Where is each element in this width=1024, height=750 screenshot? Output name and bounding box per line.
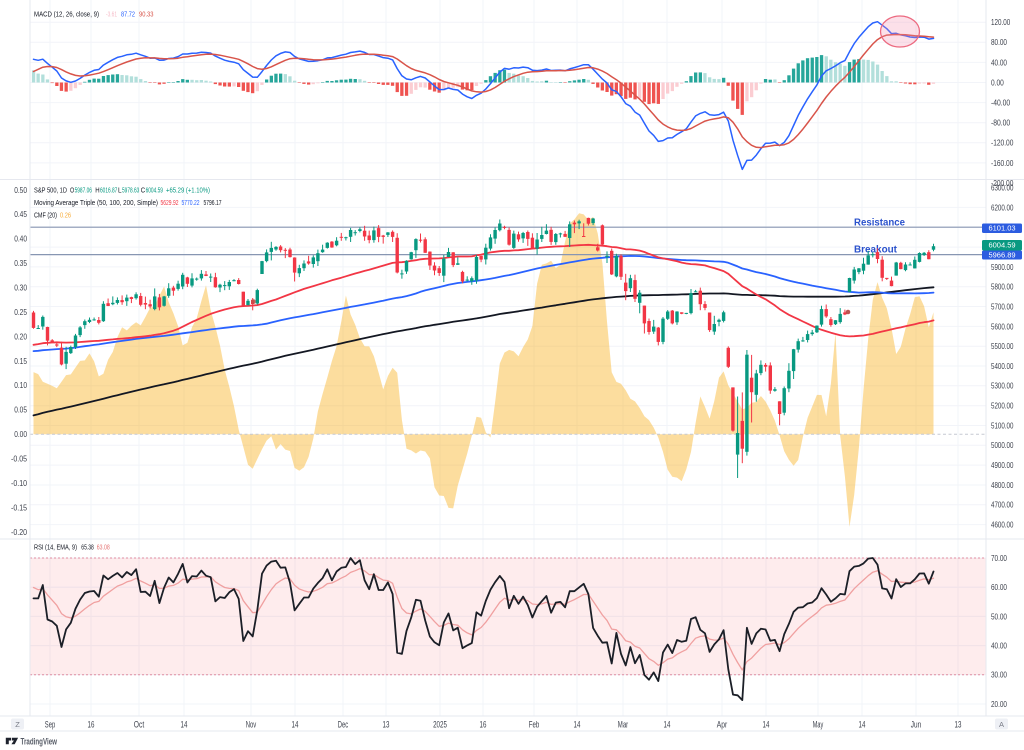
svg-text:5770.22: 5770.22 bbox=[182, 198, 200, 207]
svg-text:5700.00: 5700.00 bbox=[991, 302, 1014, 311]
svg-text:120.00: 120.00 bbox=[991, 18, 1011, 27]
svg-text:13: 13 bbox=[383, 720, 390, 731]
svg-text:40.00: 40.00 bbox=[991, 642, 1007, 651]
svg-text:0.20: 0.20 bbox=[14, 332, 27, 341]
svg-text:-120.00: -120.00 bbox=[991, 139, 1014, 148]
svg-text:0.26: 0.26 bbox=[60, 211, 71, 220]
svg-text:14: 14 bbox=[574, 720, 581, 731]
svg-text:5400.00: 5400.00 bbox=[991, 362, 1014, 371]
svg-text:90.33: 90.33 bbox=[139, 10, 154, 19]
svg-text:16: 16 bbox=[480, 720, 487, 731]
svg-text:0.50: 0.50 bbox=[14, 186, 27, 195]
svg-text:Apr: Apr bbox=[717, 720, 727, 731]
svg-text:60.00: 60.00 bbox=[991, 583, 1007, 592]
svg-text:-200.00: -200.00 bbox=[991, 179, 1014, 188]
svg-text:May: May bbox=[813, 720, 824, 731]
svg-text:5800.00: 5800.00 bbox=[991, 283, 1014, 292]
svg-text:80.00: 80.00 bbox=[991, 38, 1007, 47]
svg-text:0.40: 0.40 bbox=[14, 235, 27, 244]
svg-text:6016.87: 6016.87 bbox=[100, 186, 117, 195]
svg-text:16: 16 bbox=[88, 720, 95, 731]
svg-text:RSI (14, EMA, 9): RSI (14, EMA, 9) bbox=[34, 543, 77, 552]
svg-text:6004.59: 6004.59 bbox=[988, 241, 1015, 250]
svg-text:Dec: Dec bbox=[338, 720, 349, 731]
svg-text:6004.59: 6004.59 bbox=[146, 186, 163, 195]
svg-text:5629.92: 5629.92 bbox=[161, 198, 179, 207]
svg-text:0.10: 0.10 bbox=[14, 381, 27, 390]
svg-text:0.35: 0.35 bbox=[14, 259, 27, 268]
svg-text:Mar: Mar bbox=[618, 720, 628, 731]
svg-text:S&P 500, 1D: S&P 500, 1D bbox=[34, 186, 67, 195]
svg-text:-0.15: -0.15 bbox=[11, 503, 27, 512]
svg-text:87.72: 87.72 bbox=[121, 10, 135, 19]
svg-text:30.00: 30.00 bbox=[991, 671, 1007, 680]
svg-text:6300.00: 6300.00 bbox=[991, 184, 1014, 193]
svg-text:-0.10: -0.10 bbox=[11, 479, 27, 488]
svg-text:13: 13 bbox=[955, 720, 962, 731]
svg-text:0.05: 0.05 bbox=[14, 406, 27, 415]
svg-text:20.00: 20.00 bbox=[991, 700, 1007, 709]
svg-text:6200.00: 6200.00 bbox=[991, 203, 1014, 212]
svg-text:14: 14 bbox=[292, 720, 299, 731]
svg-text:0.00: 0.00 bbox=[991, 78, 1004, 87]
svg-text:0.15: 0.15 bbox=[14, 357, 27, 366]
svg-text:5987.06: 5987.06 bbox=[75, 186, 92, 195]
svg-text:0.00: 0.00 bbox=[14, 430, 27, 439]
svg-text:5600.00: 5600.00 bbox=[991, 322, 1014, 331]
svg-text:5200.00: 5200.00 bbox=[991, 402, 1014, 411]
svg-text:40.00: 40.00 bbox=[991, 58, 1007, 67]
svg-text:4600.00: 4600.00 bbox=[991, 521, 1014, 530]
svg-text:6101.03: 6101.03 bbox=[988, 224, 1015, 233]
svg-text:Nov: Nov bbox=[246, 720, 257, 731]
svg-text:Z: Z bbox=[15, 720, 20, 729]
svg-text:-0.05: -0.05 bbox=[11, 455, 27, 464]
svg-text:4800.00: 4800.00 bbox=[991, 481, 1014, 490]
svg-text:65.38: 65.38 bbox=[81, 543, 94, 552]
svg-text:5900.00: 5900.00 bbox=[991, 263, 1014, 272]
svg-text:70.00: 70.00 bbox=[991, 554, 1007, 563]
svg-text:5300.00: 5300.00 bbox=[991, 382, 1014, 391]
svg-text:L: L bbox=[118, 186, 122, 195]
svg-text:5796.17: 5796.17 bbox=[204, 198, 222, 207]
svg-text:-80.00: -80.00 bbox=[991, 119, 1011, 128]
svg-text:+65.29 (+1.10%): +65.29 (+1.10%) bbox=[166, 186, 210, 195]
svg-text:5100.00: 5100.00 bbox=[991, 421, 1014, 430]
svg-text:H: H bbox=[95, 186, 99, 195]
svg-text:5500.00: 5500.00 bbox=[991, 342, 1014, 351]
svg-text:Feb: Feb bbox=[529, 720, 539, 731]
svg-text:63.08: 63.08 bbox=[97, 543, 110, 552]
svg-text:-40.00: -40.00 bbox=[991, 99, 1011, 108]
svg-text:Moving Average Triple (50, 100: Moving Average Triple (50, 100, 200, Sim… bbox=[34, 198, 158, 207]
svg-text:5966.89: 5966.89 bbox=[988, 251, 1015, 260]
svg-text:14: 14 bbox=[763, 720, 770, 731]
svg-text:0.25: 0.25 bbox=[14, 308, 27, 317]
svg-text:Resistance: Resistance bbox=[854, 218, 905, 229]
svg-text:4700.00: 4700.00 bbox=[991, 501, 1014, 510]
svg-text:CMF (20): CMF (20) bbox=[34, 211, 57, 220]
svg-text:14: 14 bbox=[859, 720, 866, 731]
svg-text:Sep: Sep bbox=[45, 720, 55, 731]
svg-text:A: A bbox=[999, 720, 1004, 729]
svg-text:C: C bbox=[141, 186, 146, 195]
svg-text:Oct: Oct bbox=[134, 720, 145, 731]
svg-text:-3.61: -3.61 bbox=[106, 10, 117, 19]
svg-text:-0.20: -0.20 bbox=[11, 528, 27, 537]
svg-text:4900.00: 4900.00 bbox=[991, 461, 1014, 470]
svg-text:Jun: Jun bbox=[911, 720, 921, 731]
svg-text:50.00: 50.00 bbox=[991, 612, 1007, 621]
svg-text:14: 14 bbox=[181, 720, 188, 731]
svg-text:O: O bbox=[70, 186, 74, 195]
svg-text:0.30: 0.30 bbox=[14, 284, 27, 293]
svg-text:14: 14 bbox=[664, 720, 671, 731]
svg-text:5000.00: 5000.00 bbox=[991, 441, 1014, 450]
svg-text:5978.63: 5978.63 bbox=[122, 186, 139, 195]
svg-text:0.45: 0.45 bbox=[14, 210, 27, 219]
svg-text:Breakout: Breakout bbox=[854, 245, 898, 256]
svg-text:2025: 2025 bbox=[433, 720, 447, 731]
svg-text:-160.00: -160.00 bbox=[991, 159, 1014, 168]
svg-text:MACD (12, 26, close, 9): MACD (12, 26, close, 9) bbox=[34, 10, 99, 19]
svg-text:TradingView: TradingView bbox=[21, 736, 58, 746]
